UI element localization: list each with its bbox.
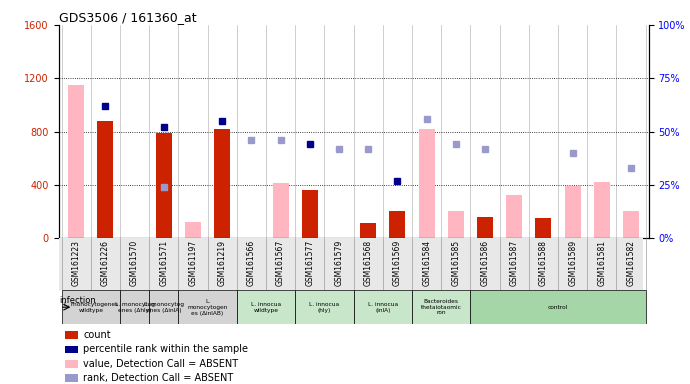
Bar (185, 222, 201, 238)
Text: Bacteroides
thetaiotaomic
ron: Bacteroides thetaiotaomic ron (421, 299, 462, 316)
Text: GSM161568: GSM161568 (364, 240, 373, 286)
Bar (594, 182, 610, 238)
Text: count: count (83, 330, 111, 340)
Text: rank, Detection Call = ABSENT: rank, Detection Call = ABSENT (83, 373, 234, 383)
Text: GSM161219: GSM161219 (218, 240, 227, 286)
Text: GSM161585: GSM161585 (451, 240, 460, 286)
Text: percentile rank within the sample: percentile rank within the sample (83, 344, 248, 354)
Text: L. monocytog
enes (ΔinlA): L. monocytog enes (ΔinlA) (144, 302, 184, 313)
Bar (156, 133, 172, 238)
Bar (214, 129, 230, 238)
Bar (564, 186, 581, 238)
Text: value, Detection Call = ABSENT: value, Detection Call = ABSENT (83, 359, 239, 369)
Text: L. monocytogenes
wildtype: L. monocytogenes wildtype (63, 302, 118, 313)
Text: GSM161587: GSM161587 (510, 240, 519, 286)
Text: L.
monocytogen
es (ΔinlAB): L. monocytogen es (ΔinlAB) (188, 299, 228, 316)
Bar (237, 290, 295, 324)
Text: L. innocua
(inlA): L. innocua (inlA) (368, 302, 398, 313)
Text: GSM161579: GSM161579 (335, 240, 344, 286)
Bar (97, 121, 113, 238)
Bar (149, 290, 179, 324)
Bar (65, 374, 77, 382)
Bar (353, 290, 412, 324)
Bar (65, 346, 77, 353)
Bar (120, 290, 149, 324)
Bar (65, 331, 77, 339)
Bar (273, 184, 288, 238)
Text: GSM161569: GSM161569 (393, 240, 402, 286)
Bar (623, 212, 639, 238)
Bar (65, 360, 77, 367)
Bar (448, 212, 464, 238)
Text: GSM161581: GSM161581 (598, 240, 607, 286)
Bar (179, 290, 237, 324)
Bar (477, 217, 493, 238)
Bar (419, 129, 435, 238)
Text: GSM161584: GSM161584 (422, 240, 431, 286)
Text: L. innocua
(hly): L. innocua (hly) (309, 302, 339, 313)
Bar (471, 290, 646, 324)
Text: L. innocua
wildtype: L. innocua wildtype (251, 302, 281, 313)
Text: GSM161226: GSM161226 (101, 240, 110, 286)
Bar (412, 290, 471, 324)
Text: control: control (548, 305, 568, 310)
Bar (360, 223, 376, 238)
Bar (295, 290, 353, 324)
Bar (389, 212, 406, 238)
Bar (68, 85, 84, 238)
Text: GSM161571: GSM161571 (159, 240, 168, 286)
Text: infection: infection (59, 296, 96, 305)
Text: GSM161223: GSM161223 (72, 240, 81, 286)
Text: L. monocytog
enes (Δhly): L. monocytog enes (Δhly) (115, 302, 155, 313)
Text: GSM161566: GSM161566 (247, 240, 256, 286)
Text: GDS3506 / 161360_at: GDS3506 / 161360_at (59, 11, 196, 24)
Bar (506, 195, 522, 238)
Text: GSM161589: GSM161589 (568, 240, 577, 286)
Text: GSM161588: GSM161588 (539, 240, 548, 286)
Text: GSM161586: GSM161586 (480, 240, 489, 286)
Text: GSM161582: GSM161582 (627, 240, 635, 286)
Bar (61, 290, 120, 324)
Bar (302, 190, 318, 238)
Text: GSM161570: GSM161570 (130, 240, 139, 286)
Text: GSM161577: GSM161577 (305, 240, 315, 286)
Text: GSM161567: GSM161567 (276, 240, 285, 286)
Text: GSM161197: GSM161197 (188, 240, 197, 286)
Bar (535, 218, 551, 238)
